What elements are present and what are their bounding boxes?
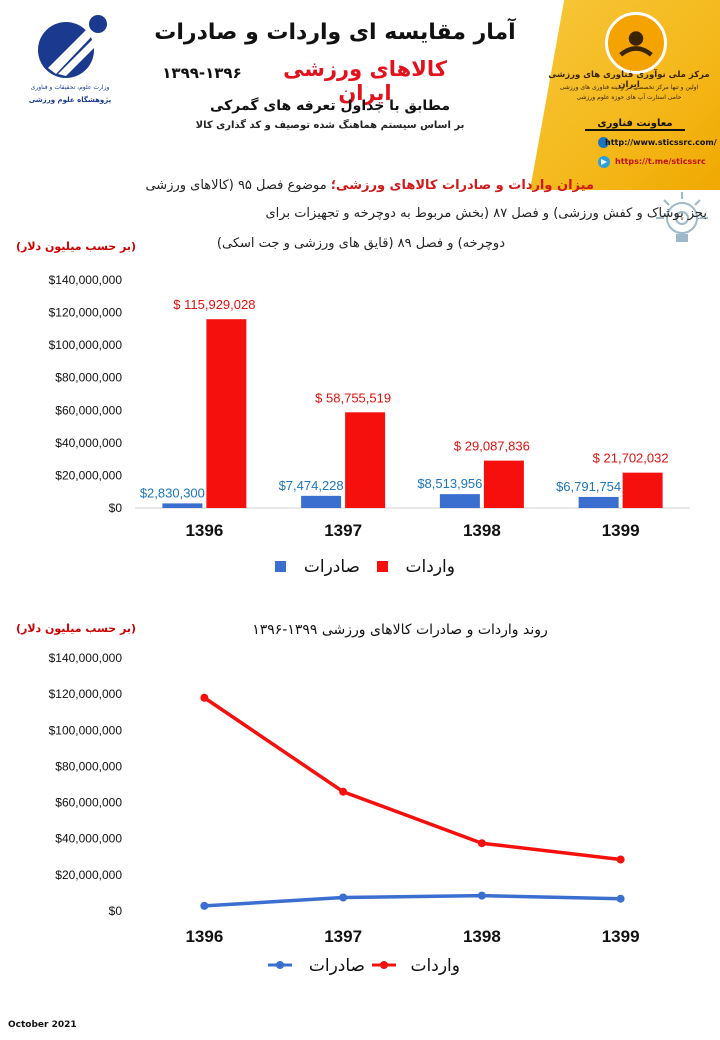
description-line-1-text: موضوع فصل ۹۵ (کالاهای ورزشی (145, 178, 327, 193)
line-chart-unit-label: (بر حسب میلیون دلار) (16, 622, 137, 635)
import-bar (483, 460, 524, 508)
description-line-3: دوچرخه) و فصل ۸۹ (قایق های ورزشی و جت اس… (216, 236, 505, 251)
import-line-point (616, 855, 625, 864)
y-axis-tick-label: $100,000,000 (49, 723, 123, 737)
y-axis-tick-label: $0 (109, 904, 123, 918)
telegram-link[interactable]: https://t.me/sticssrc (615, 157, 706, 166)
innovation-center-logo-icon (605, 12, 667, 74)
legend-export-swatch (275, 561, 286, 572)
y-axis-tick-label: $0 (109, 501, 123, 515)
page-subtitle: کالاهای ورزشی ایران (283, 57, 447, 105)
y-axis-tick-label: $80,000,000 (55, 371, 122, 385)
legend-import-label: واردات (411, 956, 460, 976)
page-years: ۱۳۹۹-۱۳۹۶ (162, 64, 242, 82)
x-axis-tick-label: 1398 (463, 927, 501, 946)
telegram-icon (598, 156, 610, 168)
legend-export-marker (276, 961, 284, 969)
export-line (204, 893, 621, 908)
hs-note: بر اساس سیستم هماهنگ شده توصیف و کد گذار… (195, 120, 465, 131)
x-axis-tick-label: 1397 (324, 521, 362, 540)
y-axis-tick-label: $120,000,000 (49, 306, 123, 320)
description-line-2: بجز پوشاک و کفش ورزشی) و فصل ۸۷ (بخش مرب… (265, 206, 707, 221)
import-data-label: $ 58,755,519 (315, 390, 391, 405)
y-axis-tick-label: $120,000,000 (49, 687, 123, 701)
lightbulb-icon (656, 192, 708, 242)
y-axis-tick-label: $20,000,000 (55, 468, 122, 482)
export-data-label: $7,474,228 (279, 478, 344, 493)
description-line-1: میزان واردات و صادرات کالاهای ورزشی؛ موض… (34, 178, 594, 193)
center-name: مرکز ملی نوآوری فناوری های ورزشی ایران (548, 70, 710, 90)
export-bar (162, 503, 203, 508)
import-data-label: $ 29,087,836 (454, 439, 530, 454)
legend-export-label: صادرات (309, 956, 365, 976)
import-data-label: $ 21,702,032 (593, 451, 669, 466)
import-bar (206, 319, 247, 508)
x-axis-tick-label: 1399 (602, 521, 640, 540)
institute-name-text: پژوهشگاه علوم ورزشی (28, 96, 112, 104)
center-tagline-2: حامی استارت آپ های حوزه علوم ورزشی (576, 94, 682, 101)
export-bar (578, 496, 619, 508)
export-data-label: $6,791,754 (556, 479, 621, 494)
x-axis-tick-label: 1396 (185, 927, 223, 946)
export-data-label: $8,513,956 (417, 476, 482, 491)
line-chart-title: روند واردات و صادرات کالاهای ورزشی ۱۳۹۹-… (252, 622, 548, 638)
x-axis-tick-label: 1399 (602, 927, 640, 946)
y-axis-tick-label: $40,000,000 (55, 832, 122, 846)
legend-export-label: صادرات (304, 557, 360, 577)
bar-chart: $0 $20,000,000 $40,000,000 $60,000,000 $80,0… (49, 273, 690, 577)
footer-date: October 2021 (8, 1020, 77, 1030)
institute-ministry-text: وزارت علوم، تحقیقات و فناوری (30, 84, 110, 91)
bar-chart-unit-label: (بر حسب میلیون دلار) (16, 240, 137, 253)
tariff-note: مطابق با جداول تعرفه های گمرکی (209, 98, 450, 114)
import-bar (345, 412, 386, 508)
institute-logo-icon (38, 15, 107, 78)
center-tagline-1: اولین و تنها مرکز تخصصی در زمینه فناوری … (559, 84, 699, 91)
export-line-point (616, 894, 625, 903)
import-line-point (477, 839, 486, 848)
website-link[interactable]: http://www.sticssrc.com/ (605, 138, 717, 147)
export-line-point (339, 893, 348, 902)
y-axis-tick-label: $100,000,000 (49, 338, 123, 352)
import-line-point (200, 693, 209, 702)
export-bar (301, 495, 342, 508)
x-axis-tick-label: 1396 (185, 521, 223, 540)
description-lead: میزان واردات و صادرات کالاهای ورزشی؛ (330, 178, 594, 193)
y-axis-tick-label: $40,000,000 (55, 436, 122, 450)
y-axis-tick-label: $60,000,000 (55, 403, 122, 417)
export-data-label: $2,830,300 (140, 485, 205, 500)
export-line-point (200, 901, 209, 910)
import-data-label: $ 115,929,028 (173, 297, 255, 312)
import-line (203, 696, 621, 862)
legend-import-swatch (377, 561, 388, 572)
import-bar (622, 472, 663, 508)
center-department: معاونت فناوری (585, 118, 685, 131)
y-axis-tick-label: $80,000,000 (55, 759, 122, 773)
legend-import-marker (380, 961, 388, 969)
y-axis-tick-label: $20,000,000 (55, 868, 122, 882)
page-title: آمار مقایسه ای واردات و صادرات (154, 20, 516, 45)
export-line-point (477, 891, 486, 900)
x-axis-tick-label: 1397 (324, 927, 362, 946)
x-axis-tick-label: 1398 (463, 521, 501, 540)
y-axis-tick-label: $60,000,000 (55, 796, 122, 810)
y-axis-tick-label: $140,000,000 (49, 273, 123, 287)
line-chart: $0 $20,000,000 $40,000,000 $60,000,000 $80,0… (49, 651, 640, 976)
legend-import-label: واردات (406, 557, 455, 577)
export-bar (439, 494, 480, 508)
import-line-point (339, 787, 348, 796)
globe-icon (598, 137, 609, 148)
y-axis-tick-label: $140,000,000 (49, 651, 123, 665)
